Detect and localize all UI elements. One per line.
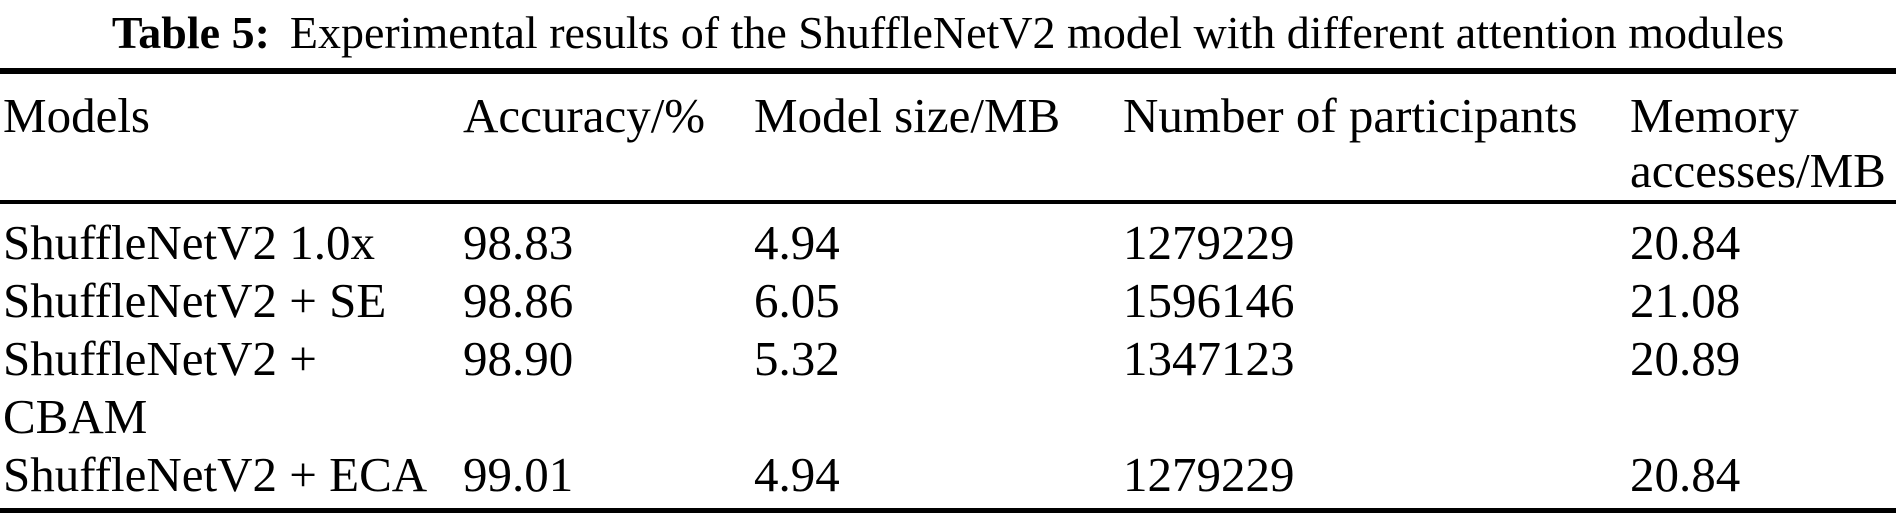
- column-header-models: Models: [3, 88, 150, 143]
- cell-model-size: 5.32: [754, 331, 840, 386]
- cell-memory-accesses: 20.84: [1630, 215, 1741, 270]
- table-row: ShuffleNetV2 1.0x 98.83 4.94 1279229 20.…: [0, 214, 1896, 272]
- cell-accuracy: 99.01: [463, 447, 574, 502]
- table-caption-text: Experimental results of the ShuffleNetV2…: [289, 7, 1785, 58]
- cell-participants: 1347123: [1123, 331, 1295, 386]
- cell-model: ShuffleNetV2 + CBAM: [3, 331, 317, 444]
- table-row: ShuffleNetV2 + CBAM 98.90 5.32 1347123 2…: [0, 330, 1896, 446]
- cell-model: ShuffleNetV2 + ECA: [3, 447, 428, 502]
- cell-model-size: 4.94: [754, 215, 840, 270]
- table-caption: Table 5: Experimental results of the Shuf…: [0, 0, 1896, 60]
- cell-accuracy: 98.83: [463, 215, 574, 270]
- cell-accuracy: 98.86: [463, 273, 574, 328]
- column-header-accuracy: Accuracy/%: [463, 88, 706, 143]
- cell-participants: 1596146: [1123, 273, 1295, 328]
- table-header-row: Models Accuracy/% Model size/MB Number o…: [0, 74, 1896, 204]
- column-header-participants: Number of participants: [1123, 88, 1578, 143]
- column-header-memory-accesses: Memory accesses/MB: [1630, 88, 1886, 198]
- cell-accuracy: 98.90: [463, 331, 574, 386]
- cell-participants: 1279229: [1123, 447, 1295, 502]
- column-header-model-size: Model size/MB: [754, 88, 1061, 143]
- cell-memory-accesses: 20.89: [1630, 331, 1741, 386]
- cell-model: ShuffleNetV2 1.0x: [3, 215, 375, 270]
- cell-memory-accesses: 21.08: [1630, 273, 1741, 328]
- table-row: ShuffleNetV2 + SE 98.86 6.05 1596146 21.…: [0, 272, 1896, 330]
- results-table: Models Accuracy/% Model size/MB Number o…: [0, 68, 1896, 513]
- cell-model: ShuffleNetV2 + SE: [3, 273, 387, 328]
- cell-participants: 1279229: [1123, 215, 1295, 270]
- table-row: ShuffleNetV2 + ECA 99.01 4.94 1279229 20…: [0, 446, 1896, 504]
- table-caption-label: Table 5:: [111, 7, 270, 58]
- cell-model-size: 4.94: [754, 447, 840, 502]
- cell-model-size: 6.05: [754, 273, 840, 328]
- table-body: ShuffleNetV2 1.0x 98.83 4.94 1279229 20.…: [0, 204, 1896, 508]
- cell-memory-accesses: 20.84: [1630, 447, 1741, 502]
